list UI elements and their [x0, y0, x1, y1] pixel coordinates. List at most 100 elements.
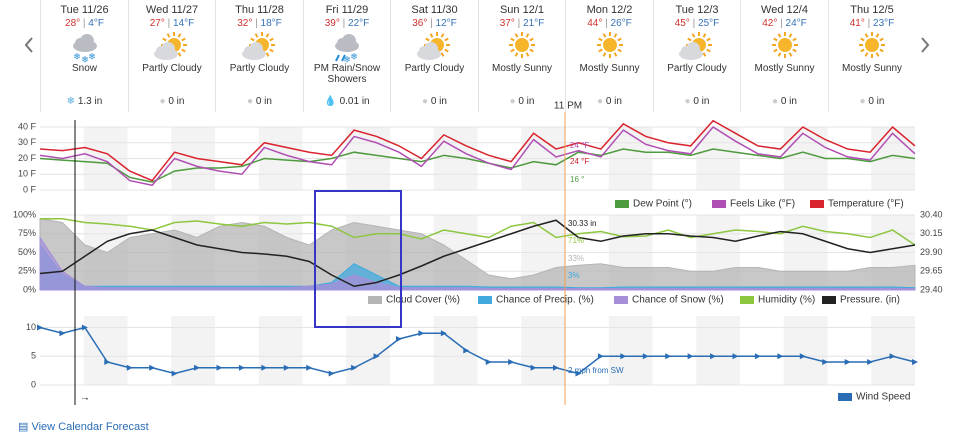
wind-marker [530, 364, 537, 371]
day-precip: ● 0 in [829, 96, 916, 107]
sun [515, 38, 529, 52]
sun-ray [702, 33, 707, 38]
snowflake: ❄ [350, 51, 358, 61]
precip-amount: 0 in [780, 96, 797, 107]
sun-ray [249, 37, 255, 42]
prev-arrow[interactable] [24, 37, 33, 53]
low-temp: 26°F [610, 18, 632, 29]
wind-marker [754, 353, 761, 360]
sun-ray [616, 48, 622, 53]
y-tick-label: 30 F [18, 137, 37, 147]
day-column: Wed 12/4 42° | 24°F Mostly Sunny ● 0 in [740, 0, 828, 112]
wind-marker [149, 364, 156, 371]
night-band [258, 316, 303, 385]
sun-ray [514, 52, 519, 57]
cloud [74, 38, 85, 48]
y-tick-label: 0% [23, 284, 36, 294]
day-precip: ❄ 1.3 in [41, 96, 128, 107]
low-temp: 18°F [260, 18, 282, 29]
precip-icon: ● [509, 96, 519, 107]
wind-marker [328, 370, 335, 377]
legend-label: Chance of Snow (%) [632, 295, 724, 306]
snowflake: ❄ [343, 54, 351, 63]
snowflake: ❄ [73, 51, 81, 61]
wind-marker [687, 353, 694, 360]
cloud [418, 46, 429, 56]
wind-marker [351, 364, 358, 371]
sun-ray [706, 37, 711, 42]
cloud [243, 46, 254, 56]
day-precip: 💧 0.01 in [304, 96, 391, 107]
day-column: Thu 11/28 32° | 18°F Partly Cloudy ● 0 in [215, 0, 303, 112]
wind-marker [238, 364, 245, 371]
area-series [39, 218, 916, 291]
selection-box [314, 190, 402, 328]
sun-ray [875, 33, 880, 38]
sun-ray [687, 37, 692, 42]
rain [341, 54, 346, 62]
legend-label: Chance of Precip. (%) [496, 295, 594, 306]
day-condition: Mostly Sunny [841, 63, 903, 74]
calendar-link[interactable]: ▤ View Calendar Forecast [18, 421, 149, 433]
legend-label: Pressure. (in) [840, 295, 900, 306]
sun-ray [777, 52, 781, 57]
sun-ray [613, 33, 617, 38]
high-temp: 27° [149, 18, 165, 29]
day-precip: ● 0 in [479, 96, 566, 107]
day-condition: Mostly Sunny [754, 63, 815, 74]
legend-swatch [478, 296, 492, 304]
wind-marker [642, 353, 649, 360]
wind-marker [822, 359, 829, 365]
wind-marker [777, 353, 784, 360]
day-date: Wed 11/27 [145, 4, 199, 16]
sun-ray [166, 33, 171, 38]
day-column: Sat 11/30 36° | 12°F Partly Cloudy ● 0 in [390, 0, 478, 112]
day-condition: Partly Cloudy [142, 63, 202, 74]
legend-label: Cloud Cover (%) [386, 295, 460, 306]
weather-icon [154, 32, 187, 60]
low-temp: 12°F [435, 18, 457, 29]
y-tick-label: 10 [26, 322, 36, 332]
next-arrow[interactable] [921, 37, 930, 53]
day-condition: PM Rain/Snow Showers [313, 63, 381, 85]
precip-amount: 0 in [430, 96, 447, 107]
sun-ray [706, 48, 711, 53]
precip-icon: ● [159, 96, 169, 107]
line-series [39, 119, 916, 182]
y-tick-label: 10 F [18, 169, 37, 179]
sun-ray [791, 37, 797, 42]
sun-ray [772, 37, 778, 42]
separator: | [602, 18, 611, 29]
low-temp: 24°F [785, 18, 807, 29]
line-series [39, 148, 916, 183]
sun-ray [791, 48, 797, 53]
high-temp: 39° [324, 18, 340, 29]
sun-ray [702, 52, 707, 57]
high-temp: 42° [762, 18, 778, 29]
precip-amount: 0 in [168, 96, 185, 107]
sun-ray [443, 48, 449, 53]
separator: | [864, 18, 874, 29]
night-band [871, 316, 915, 385]
weather-icon [596, 32, 623, 58]
cloud [681, 46, 691, 56]
legend-label: Dew Point (°) [633, 199, 692, 210]
legend-label: Feels Like (°F) [730, 199, 795, 210]
link-text[interactable]: View Calendar Forecast [31, 421, 149, 433]
day-column: Sun 12/1 37° | 21°F Mostly Sunny ● 0 in [477, 0, 566, 112]
wind-marker [844, 359, 851, 365]
annotation: 24 °F [570, 141, 589, 150]
charts: 0 F 10 F 20 F 30 F 40 F Dew Point (°) Feels Li… [13, 37, 943, 405]
separator: | [252, 18, 261, 29]
separator: | [689, 18, 699, 29]
sun-ray [613, 52, 617, 57]
annotation: 16 ° [570, 175, 584, 184]
night-band [171, 316, 215, 385]
legend-swatch [810, 200, 824, 208]
day-precip: ● 0 in [566, 96, 653, 107]
night-band [83, 316, 128, 385]
annotation: 3% [568, 271, 580, 280]
legend-label: Wind Speed [856, 392, 910, 403]
sun-ray [254, 33, 258, 38]
precip-icon: ❄ [66, 96, 78, 107]
